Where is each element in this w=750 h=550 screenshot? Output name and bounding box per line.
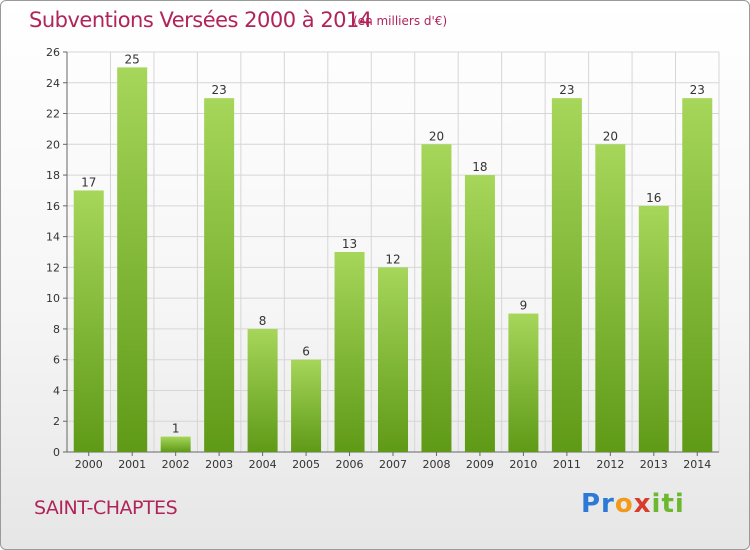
x-tick-label: 2007 <box>379 458 407 471</box>
y-tick-label: 4 <box>53 384 60 397</box>
x-tick-label: 2005 <box>292 458 320 471</box>
town-name: SAINT-CHAPTES <box>34 497 178 519</box>
bar <box>160 436 191 452</box>
bar-value-label: 12 <box>385 252 400 266</box>
x-tick-label: 2012 <box>596 458 624 471</box>
bar-value-label: 20 <box>603 129 618 143</box>
bar-value-label: 6 <box>302 345 310 359</box>
y-tick-label: 18 <box>46 169 60 182</box>
bar-value-label: 18 <box>472 160 487 174</box>
x-tick-label: 2013 <box>640 458 668 471</box>
bar <box>508 313 539 452</box>
x-tick-label: 2004 <box>249 458 277 471</box>
y-tick-label: 20 <box>46 138 60 151</box>
y-tick-label: 2 <box>53 415 60 428</box>
y-tick-label: 0 <box>53 446 60 459</box>
bar <box>73 190 104 452</box>
x-tick-label: 2002 <box>162 458 190 471</box>
bar <box>117 67 148 452</box>
bar-value-label: 25 <box>125 52 140 66</box>
y-tick-label: 16 <box>46 200 60 213</box>
bar-value-label: 17 <box>81 175 96 189</box>
bar <box>291 359 322 452</box>
bars <box>73 67 713 453</box>
logo-part: Pr <box>581 489 615 519</box>
y-tick-label: 22 <box>46 108 60 121</box>
bar <box>682 98 713 453</box>
logo-part: o <box>614 489 634 519</box>
bar <box>421 144 452 453</box>
bar <box>464 175 495 453</box>
y-tick-label: 12 <box>46 261 60 274</box>
x-tick-label: 2001 <box>118 458 146 471</box>
bar <box>247 328 278 452</box>
bar <box>551 98 582 453</box>
chart-title: Subventions Versées 2000 à 2014 <box>29 8 372 32</box>
x-tick-label: 2011 <box>553 458 581 471</box>
bar <box>595 144 626 453</box>
bar <box>378 267 408 452</box>
x-tick-label: 2014 <box>683 458 711 471</box>
x-tick-label: 2009 <box>466 458 494 471</box>
bar-value-label: 1 <box>172 422 180 436</box>
x-tick-label: 2006 <box>336 458 364 471</box>
bar-value-label: 9 <box>520 299 528 313</box>
bar <box>204 98 235 453</box>
y-tick-label: 6 <box>53 354 60 367</box>
bar-value-label: 13 <box>342 237 357 251</box>
bar-value-label: 23 <box>559 83 574 97</box>
bar-value-label: 20 <box>429 129 444 143</box>
y-tick-label: 8 <box>53 323 60 336</box>
x-tick-label: 2003 <box>205 458 233 471</box>
bar <box>638 205 669 452</box>
bar-value-label: 23 <box>211 83 226 97</box>
bar-value-label: 8 <box>259 314 267 328</box>
y-tick-label: 14 <box>46 231 60 244</box>
value-labels: 17 25 1 23 8 6 13 12 20 18 9 23 20 16 23 <box>81 52 705 435</box>
y-tick-label: 24 <box>46 77 60 90</box>
y-tick-label: 10 <box>46 292 60 305</box>
x-tick-label: 2010 <box>509 458 537 471</box>
chart-subtitle: (en milliers d'€) <box>353 14 448 28</box>
bar-value-label: 23 <box>690 83 705 97</box>
bar <box>334 252 365 452</box>
x-tick-label: 2008 <box>422 458 450 471</box>
bar-value-label: 16 <box>646 191 661 205</box>
logo-part: x <box>633 489 652 519</box>
x-tick-label: 2000 <box>75 458 103 471</box>
logo-part: iti <box>651 489 685 519</box>
y-tick-label: 26 <box>46 46 60 59</box>
proxiti-logo[interactable]: Proxiti <box>581 489 685 519</box>
